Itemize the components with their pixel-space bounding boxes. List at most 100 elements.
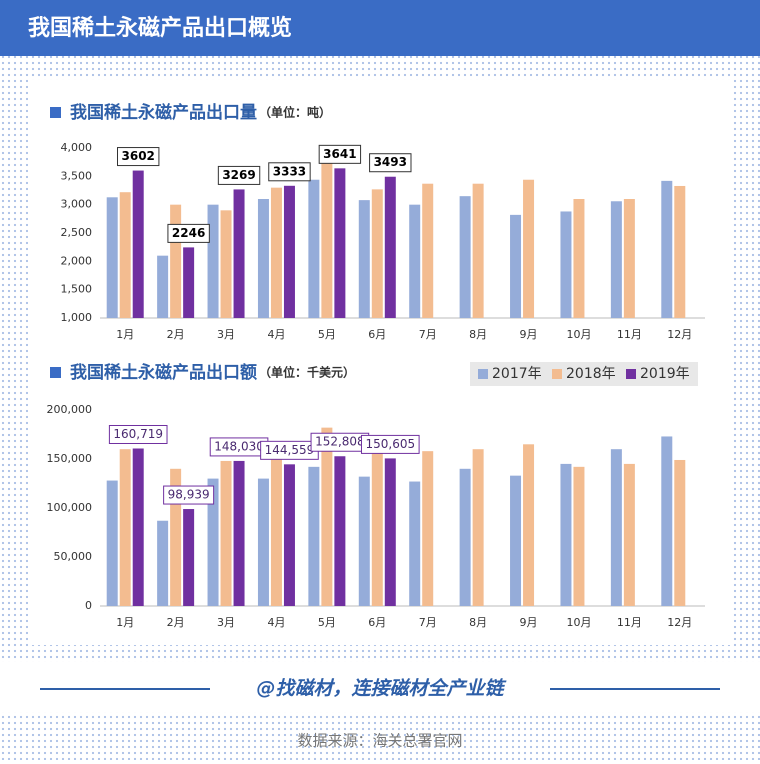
bar (283, 185, 295, 318)
x-tick-label: 4月 (267, 328, 285, 341)
bar (308, 179, 320, 318)
x-tick-label: 1月 (116, 616, 134, 629)
x-tick-label: 3月 (217, 616, 235, 629)
y-tick-label: 2,000 (61, 254, 93, 267)
bar (358, 476, 370, 606)
data-label-box (369, 153, 412, 173)
data-label: 3333 (273, 164, 306, 178)
y-tick-label: 3,000 (61, 198, 93, 211)
x-tick-label: 4月 (267, 616, 285, 629)
bar (119, 192, 131, 318)
bar (233, 460, 245, 606)
data-label: 3493 (374, 155, 407, 169)
bar (270, 444, 282, 606)
data-label-box (108, 424, 168, 444)
data-label: 3602 (122, 149, 155, 163)
bar (459, 196, 471, 318)
y-tick-label: 100,000 (47, 501, 93, 514)
y-tick-label: 200,000 (47, 403, 93, 416)
data-label-box (117, 147, 160, 167)
bar (409, 481, 421, 606)
heading-marker (50, 107, 61, 118)
x-tick-label: 6月 (368, 328, 386, 341)
legend-label: 2019年 (640, 366, 690, 382)
bar (573, 466, 585, 606)
bar (157, 520, 169, 606)
bar (384, 176, 396, 318)
footer-source: 数据来源：海关总署官网 (297, 732, 462, 750)
y-tick-label: 0 (85, 599, 92, 612)
bar (674, 185, 686, 318)
bar (560, 211, 572, 318)
y-tick-label: 1,500 (61, 283, 93, 296)
bar (573, 199, 585, 318)
bar (472, 449, 484, 606)
bar (523, 179, 535, 318)
bar (183, 247, 195, 318)
bar (233, 189, 245, 318)
x-tick-label: 12月 (667, 328, 692, 341)
data-label-box (217, 165, 261, 185)
bar (207, 204, 219, 318)
legend-box (470, 362, 698, 386)
x-tick-label: 7月 (419, 328, 437, 341)
heading-marker (50, 367, 61, 378)
data-label: 150,605 (365, 437, 415, 451)
bar (321, 427, 333, 606)
x-tick-label: 2月 (167, 328, 185, 341)
x-tick-label: 9月 (520, 616, 538, 629)
bar (119, 449, 131, 606)
bar (283, 464, 295, 606)
x-tick-label: 3月 (217, 328, 235, 341)
x-tick-label: 7月 (419, 616, 437, 629)
bar (623, 463, 635, 606)
legend-swatch (626, 369, 636, 379)
bar (257, 199, 269, 318)
bar (510, 475, 522, 606)
data-label-box (167, 223, 210, 243)
bar (623, 199, 635, 318)
chart-subtitle: （单位：吨） (259, 105, 331, 120)
bar (661, 180, 673, 318)
data-label: 3269 (222, 168, 255, 182)
chart-title: 我国稀土永磁产品出口额 (70, 362, 257, 383)
bar (371, 452, 383, 606)
data-label: 3641 (323, 147, 356, 161)
y-tick-label: 1,000 (61, 311, 93, 324)
x-tick-label: 5月 (318, 616, 336, 629)
bar (358, 200, 370, 318)
bar (523, 444, 535, 606)
x-tick-label: 2月 (167, 616, 185, 629)
x-tick-label: 6月 (368, 616, 386, 629)
x-tick-label: 8月 (469, 328, 487, 341)
x-tick-label: 10月 (566, 328, 591, 341)
bar (560, 463, 572, 606)
bar (409, 204, 421, 318)
bar (321, 162, 333, 318)
bar (106, 480, 118, 606)
bar (157, 255, 169, 318)
data-label: 2246 (172, 226, 205, 240)
bar (459, 468, 471, 606)
bar (371, 189, 383, 318)
y-tick-label: 2,500 (61, 226, 93, 239)
bar (334, 168, 346, 318)
bar (183, 509, 195, 606)
data-label: 148,030 (214, 439, 264, 453)
x-tick-label: 12月 (667, 616, 692, 629)
footer-band (0, 662, 760, 712)
page-title: 我国稀土永磁产品出口概览 (28, 15, 292, 41)
bar (132, 170, 144, 318)
x-tick-label: 11月 (617, 328, 642, 341)
footer-slogan: @找磁材，连接磁材全产业链 (256, 678, 507, 700)
bar (661, 436, 673, 606)
bar (674, 459, 686, 606)
bar (220, 460, 232, 606)
bar (132, 448, 144, 606)
bar (220, 210, 232, 318)
bar (334, 456, 346, 606)
legend-swatch (478, 369, 488, 379)
bar (170, 204, 182, 318)
bar (510, 214, 522, 318)
